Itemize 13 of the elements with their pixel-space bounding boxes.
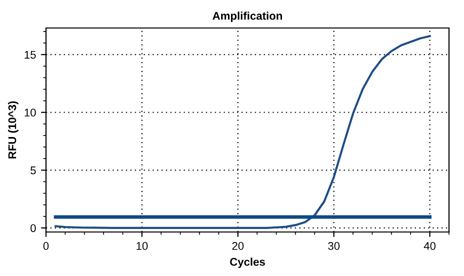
y-tick-label: 0 <box>30 224 36 232</box>
chart-title: Amplification <box>212 12 282 22</box>
x-tick-label: 0 <box>43 242 49 250</box>
y-axis-title: RFU (10^3) <box>8 101 18 158</box>
y-tick-label: 5 <box>30 166 36 174</box>
x-tick-label: 10 <box>136 242 148 250</box>
y-tick-label: 10 <box>24 108 36 117</box>
x-tick-label: 40 <box>424 242 436 250</box>
y-tick-label: 15 <box>24 50 36 59</box>
x-axis-title: Cycles <box>230 258 265 268</box>
line-series <box>54 35 431 229</box>
x-tick-label: 30 <box>328 242 340 250</box>
x-tick-label: 20 <box>232 242 244 250</box>
